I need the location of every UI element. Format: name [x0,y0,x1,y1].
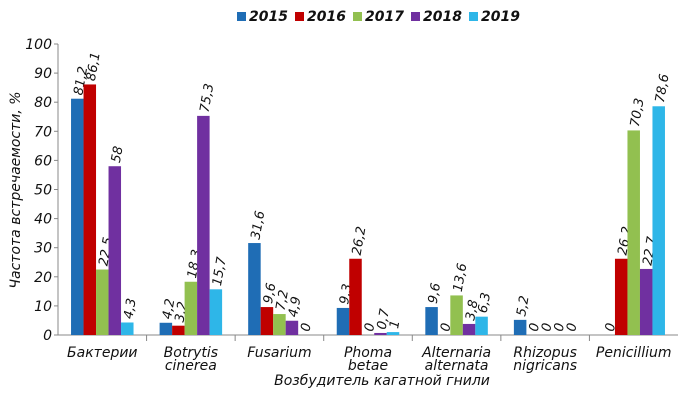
bar [513,319,527,335]
bar [248,243,261,335]
x-tick-line: Phoma [344,345,392,361]
data-label: 0 [362,322,378,333]
legend-label: 2017 [365,9,404,25]
x-tick-line: Botrytis [164,345,218,361]
data-label: 0 [603,322,619,333]
bar [652,106,665,335]
bar [184,281,198,335]
y-axis-label: Частота встречаемости, % [8,91,24,288]
bar [209,289,223,335]
data-label: 13,6 [451,262,471,293]
x-tick-label: Alternaria alternata [421,345,491,374]
data-label: 7,2 [274,289,292,312]
data-label: 0 [438,322,454,333]
y-tick-label: 60 [34,153,52,169]
bar [121,322,134,335]
data-label: 5,2 [514,295,532,318]
y-tick-label: 40 [34,212,52,228]
bar [96,269,109,335]
data-label: 26,2 [350,225,370,256]
legend-label: 2019 [481,9,520,25]
bar [627,130,640,335]
bar [450,295,463,335]
x-tick-label: Fusarium [247,345,311,361]
bar [108,166,122,335]
x-tick-line: Rhizopus [513,345,576,361]
bar [349,258,362,335]
bar [639,268,653,335]
y-tick-label: 0 [43,328,52,344]
bar [336,307,350,335]
data-label: 58 [109,145,127,164]
data-label: 78,6 [653,73,673,104]
data-label: 70,3 [628,97,648,128]
bar [475,316,488,335]
y-tick-label: 100 [25,37,52,53]
x-tick-line: betae [348,358,388,374]
data-label: 4,3 [121,297,139,320]
bar [462,323,476,335]
bar [273,314,286,335]
bar [197,115,210,335]
data-label: 15,7 [210,255,230,287]
x-tick-line: Alternaria [421,345,491,361]
x-tick-label: Phoma betae [344,345,392,374]
bar [71,98,84,335]
legend-swatch [295,12,304,21]
data-label: 0 [552,322,568,333]
y-tick-label: 80 [34,95,52,111]
data-label: 9,6 [261,282,279,305]
bar [159,322,173,335]
y-tick-label: 20 [34,270,52,286]
y-tick-label: 70 [34,124,52,140]
data-label: 0 [539,322,555,333]
x-tick-line: cinerea [165,358,217,374]
legend-swatch [469,12,478,21]
bar [172,325,185,335]
y-tick-label: 50 [34,183,52,199]
data-label: 0,7 [375,307,393,331]
legend-swatch [237,12,246,21]
x-tick-label: Rhizopus nigricans [513,345,577,374]
legend-label: 2018 [423,9,462,25]
data-label: 86,1 [84,51,104,82]
y-tick-label: 90 [34,66,52,82]
bar [285,320,299,335]
data-label: 3,8 [463,299,481,322]
data-label: 4,2 [160,297,178,320]
data-label: 75,3 [198,82,218,113]
legend-label: 2016 [307,9,346,25]
x-tick-label: Penicillium [596,345,672,361]
bar [374,332,387,335]
x-tick-line: nigricans [513,358,577,374]
x-tick-label: Botrytis cinerea [164,345,218,374]
data-label: 31,6 [249,210,269,241]
x-tick-line: alternata [425,358,489,374]
data-label: 4,9 [286,295,304,318]
bar [83,84,97,335]
bar [260,307,274,335]
data-label: 9,6 [426,282,444,305]
legend-swatch [411,12,420,21]
bar [614,258,628,335]
y-tick-label: 30 [34,241,52,257]
data-label: 1 [387,319,403,330]
legend-swatch [353,12,362,21]
data-label: 0 [564,322,580,333]
x-axis-label: Возбудитель кагатной гнили [274,373,490,389]
legend-label: 2015 [249,9,288,25]
bar [386,332,400,335]
bar [425,307,438,335]
data-label: 0 [299,322,315,333]
y-tick-label: 10 [34,299,52,315]
data-label: 0 [527,322,543,333]
x-tick-label: Бактерии [67,345,138,361]
data-label: 6,3 [476,291,494,314]
